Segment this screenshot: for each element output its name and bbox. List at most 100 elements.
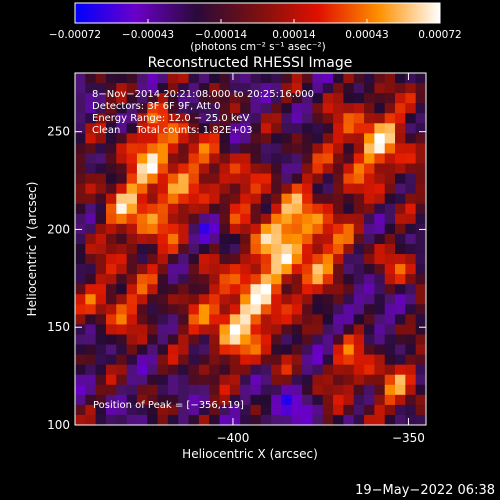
heatmap-cell [157,334,169,346]
heatmap-cell [105,183,117,195]
heatmap-cell [374,374,386,386]
info-annotations: 8−Nov−2014 20:21:08.000 to 20:25:16.000 … [92,89,314,136]
heatmap-cell [281,344,293,356]
heatmap-cell [364,143,375,155]
heatmap-cell [405,254,417,265]
heatmap-cell [157,254,169,265]
heatmap-cell [302,113,314,124]
heatmap-cell [291,254,303,265]
heatmap-cell [384,334,396,346]
heatmap-cell [95,73,107,84]
heatmap-cell [395,133,406,144]
heatmap-cell [136,414,148,425]
heatmap-cell [343,334,355,346]
heatmap-cell [157,264,169,275]
heatmap-cell [374,93,386,104]
heatmap-cell [333,163,345,175]
heatmap-cell [167,143,179,155]
heatmap-cell [178,103,190,114]
heatmap-cell [415,374,426,386]
heatmap-cell [126,93,138,104]
heatmap-cell [312,93,324,104]
heatmap-cell [219,264,231,275]
heatmap-cell [157,394,169,406]
heatmap-cell [271,254,283,265]
heatmap-cell [219,93,231,104]
heatmap-cell [75,394,86,406]
heatmap-cell [188,404,200,416]
heatmap-cell [95,404,107,416]
heatmap-cell [136,334,148,346]
heatmap-cell [178,123,190,134]
heatmap-cell [353,83,365,94]
heatmap-cell [167,83,179,94]
heatmap-cell [136,213,148,225]
heatmap-cell [250,173,262,185]
heatmap-cell [209,123,221,134]
heatmap-cell [240,274,252,285]
heatmap-cell [353,163,365,175]
heatmap-cell [157,213,169,225]
heatmap-cell [281,243,293,255]
heatmap-cell [291,113,303,124]
heatmap-cell [188,304,200,315]
heatmap-cell [116,153,128,165]
heatmap-cell [85,334,97,346]
heatmap-cell [105,143,117,155]
heatmap-cell [384,193,396,205]
heatmap-cell [384,163,396,175]
heatmap-cell [405,123,417,134]
heatmap-cell [312,414,324,425]
heatmap-cell [167,284,179,295]
heatmap-cell [157,344,169,356]
heatmap-cell [260,364,272,376]
heatmap-cell [322,374,334,386]
heatmap-cell [198,284,210,295]
heatmap-cell [302,173,314,185]
heatmap-cell [415,103,426,114]
heatmap-cell [209,314,221,326]
heatmap-cell [343,314,355,326]
heatmap-cell [302,233,314,245]
heatmap-cell [260,103,272,114]
heatmap-cell [395,344,406,356]
heatmap-cell [250,243,262,255]
heatmap-cell [75,284,86,295]
heatmap-cell [302,143,314,155]
heatmap-cell [209,223,221,235]
colorbar: −0.00072 −0.00043 −0.00014 0.00014 0.00043 0.… [49,2,462,53]
heatmap-cell [364,304,375,315]
heatmap-cell [374,324,386,336]
heatmap-cell [85,103,97,114]
heatmap-cell [95,103,107,114]
heatmap-cell [395,264,406,275]
heatmap-cell [219,384,231,396]
heatmap-cell [240,193,252,205]
heatmap-cell [405,274,417,285]
heatmap-cell [147,203,159,215]
heatmap-cell [85,364,97,376]
heatmap-cell [198,324,210,336]
heatmap-cell [395,334,406,346]
heatmap-cell [343,374,355,386]
heatmap-cell [126,73,138,84]
colorbar-tick-label: −0.00072 [49,29,101,41]
heatmap-cell [147,254,159,265]
heatmap-cell [167,183,179,195]
heatmap-cell [126,374,138,386]
heatmap-cell [95,334,107,346]
heatmap-cell [229,73,241,84]
heatmap-cell [229,173,241,185]
heatmap-cell [75,133,86,144]
heatmap-cell [395,123,406,134]
heatmap-cell [333,233,345,245]
heatmap-cell [250,203,262,215]
heatmap-cell [147,394,159,406]
heatmap-cell [291,133,303,144]
heatmap-cell [302,344,314,356]
heatmap-cell [95,414,107,425]
heatmap-cell [364,73,375,84]
heatmap-cell [105,163,117,175]
heatmap-cell [75,364,86,376]
heatmap-cell [219,243,231,255]
